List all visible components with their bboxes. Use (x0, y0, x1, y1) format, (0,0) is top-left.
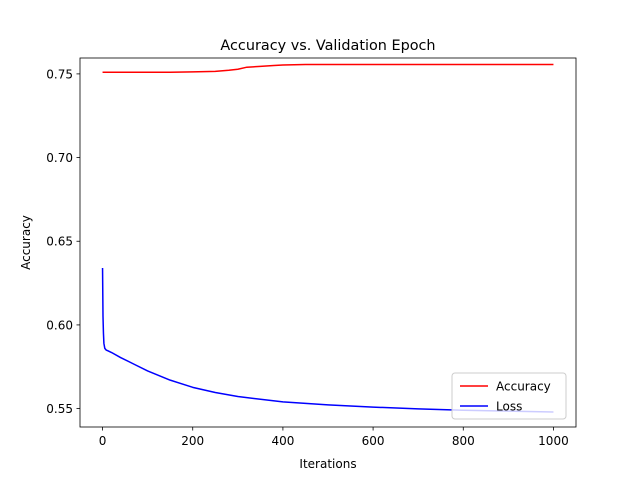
legend: Accuracy Loss (451, 372, 567, 420)
legend-label-accuracy: Accuracy (496, 380, 551, 394)
y-tick-label: 0.75 (46, 67, 73, 81)
y-tick-label: 0.60 (46, 318, 73, 332)
series-line-loss (101, 268, 554, 413)
x-tick-label: 400 (271, 434, 294, 448)
y-tick-label: 0.65 (46, 235, 73, 249)
legend-box (451, 372, 567, 420)
x-axis-ticks: 0 200 400 600 800 1000 (99, 427, 569, 448)
plot-area (79, 57, 577, 428)
y-axis-label: Accuracy (19, 215, 33, 270)
y-tick-label: 0.55 (46, 402, 73, 416)
x-tick-label: 0 (99, 434, 107, 448)
plot-frame (79, 57, 577, 428)
x-tick-label: 200 (181, 434, 204, 448)
y-tick-label: 0.70 (46, 151, 73, 165)
x-axis-label: Iterations (299, 457, 356, 471)
x-tick-label: 1000 (538, 434, 569, 448)
legend-label-loss: Loss (496, 400, 522, 414)
chart-title: Accuracy vs. Validation Epoch (220, 38, 435, 54)
y-axis-ticks: 0.55 0.60 0.65 0.70 0.75 (46, 67, 80, 416)
series-line-accuracy (102, 63, 554, 73)
x-tick-label: 600 (362, 434, 385, 448)
x-tick-label: 800 (452, 434, 475, 448)
